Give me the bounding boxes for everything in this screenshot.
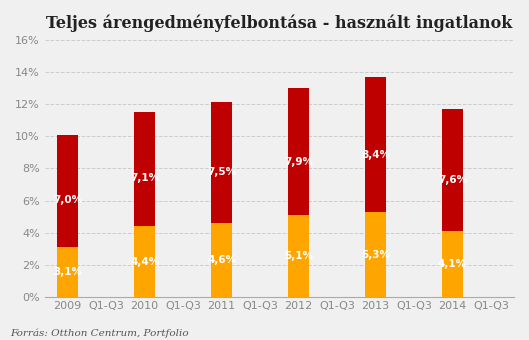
Text: 7,0%: 7,0% xyxy=(53,195,82,205)
Bar xyxy=(134,112,155,226)
Text: 4,6%: 4,6% xyxy=(207,255,236,265)
Bar xyxy=(442,109,463,231)
Bar xyxy=(442,231,463,297)
Bar xyxy=(288,215,309,297)
Bar xyxy=(288,88,309,215)
Text: 4,1%: 4,1% xyxy=(438,259,467,269)
Text: 7,1%: 7,1% xyxy=(130,173,159,183)
Text: 4,4%: 4,4% xyxy=(130,257,159,267)
Bar xyxy=(365,212,386,297)
Bar xyxy=(211,102,232,223)
Text: 8,4%: 8,4% xyxy=(361,150,390,160)
Title: Teljes árengedményfelbontása - használt ingatlanok: Teljes árengedményfelbontása - használt … xyxy=(46,15,513,33)
Text: 5,3%: 5,3% xyxy=(361,250,390,259)
Text: 7,9%: 7,9% xyxy=(284,157,313,167)
Bar xyxy=(57,135,78,247)
Bar xyxy=(134,226,155,297)
Text: 7,5%: 7,5% xyxy=(207,167,236,177)
Text: 7,6%: 7,6% xyxy=(438,175,467,185)
Bar xyxy=(57,247,78,297)
Text: 3,1%: 3,1% xyxy=(53,267,82,277)
Text: Forrás: Otthon Centrum, Portfolio: Forrás: Otthon Centrum, Portfolio xyxy=(11,329,189,338)
Bar xyxy=(365,76,386,212)
Text: 5,1%: 5,1% xyxy=(284,251,313,261)
Bar xyxy=(211,223,232,297)
